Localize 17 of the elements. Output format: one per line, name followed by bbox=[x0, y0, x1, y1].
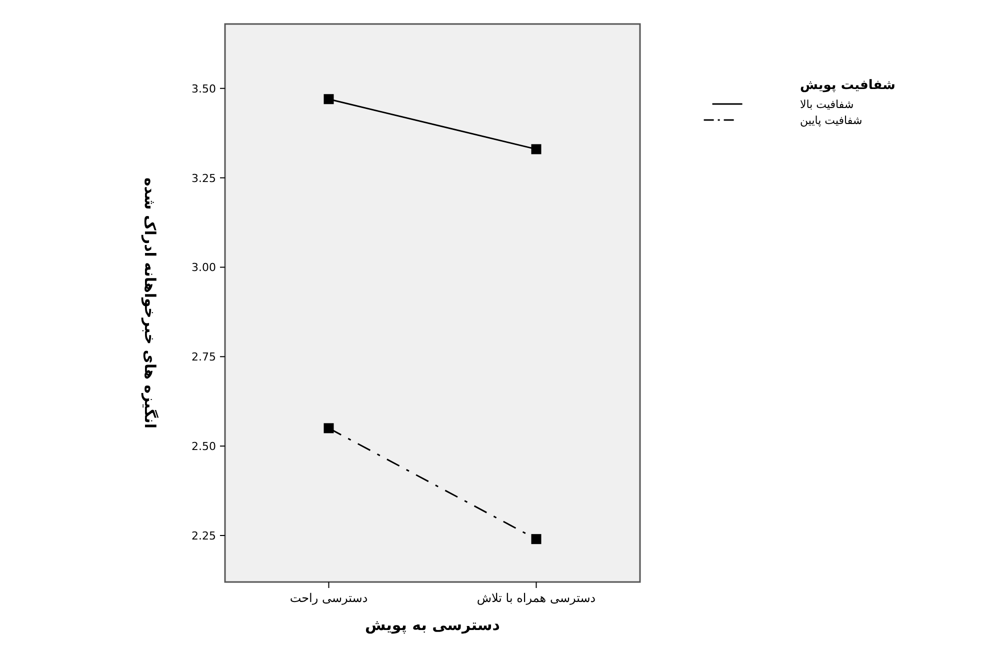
point bbox=[531, 144, 542, 154]
point bbox=[324, 423, 334, 434]
text: شفافیت بالا bbox=[800, 98, 854, 111]
legend-title: شفافیت پویش bbox=[800, 78, 896, 93]
y-tick-label: 2.50 bbox=[192, 440, 216, 454]
point bbox=[324, 94, 334, 104]
text: شفافیت پایین bbox=[800, 114, 862, 127]
x-tick-label: دسترسی همراه با تلاش bbox=[476, 591, 596, 605]
y-tick-label: 3.50 bbox=[192, 82, 216, 96]
x-axis-title: دسترسی به پویش bbox=[365, 616, 500, 634]
y-tick-label: 2.25 bbox=[192, 530, 216, 542]
y-tick-label: 3.00 bbox=[192, 261, 216, 274]
y-axis-title: انگیزه های خبرخواهانه ادراک شده bbox=[141, 177, 159, 429]
x-tick-label: دسترسی راحت bbox=[290, 591, 368, 605]
point bbox=[531, 534, 542, 544]
y-tick-label: 3.25 bbox=[192, 172, 216, 185]
y-tick-label: 2.75 bbox=[192, 350, 216, 364]
